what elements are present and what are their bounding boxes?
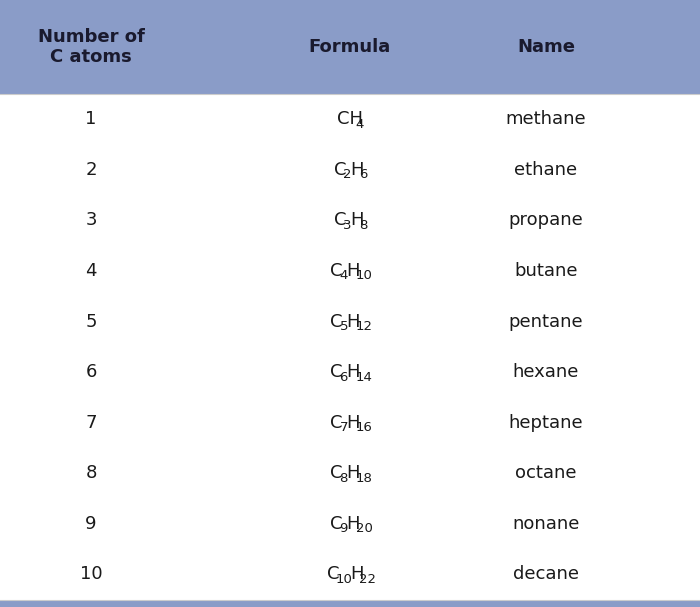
Text: CH: CH bbox=[337, 110, 363, 128]
Text: 20: 20 bbox=[356, 522, 372, 535]
Text: 22: 22 bbox=[359, 573, 376, 586]
Text: 8: 8 bbox=[359, 219, 368, 232]
Text: 18: 18 bbox=[356, 472, 372, 484]
Text: C: C bbox=[327, 566, 340, 583]
Text: 10: 10 bbox=[336, 573, 353, 586]
Text: 10: 10 bbox=[356, 270, 372, 282]
Text: C: C bbox=[330, 414, 343, 432]
Text: 4: 4 bbox=[340, 270, 348, 282]
Text: 3: 3 bbox=[343, 219, 351, 232]
Text: 2: 2 bbox=[85, 161, 97, 179]
Text: H: H bbox=[346, 414, 360, 432]
Text: hexane: hexane bbox=[513, 363, 579, 381]
Text: 8: 8 bbox=[340, 472, 348, 484]
Text: C: C bbox=[330, 464, 343, 483]
Text: 12: 12 bbox=[356, 320, 372, 333]
Text: H: H bbox=[346, 313, 360, 331]
Text: 5: 5 bbox=[85, 313, 97, 331]
Text: H: H bbox=[350, 566, 363, 583]
Text: 7: 7 bbox=[340, 421, 348, 434]
Text: butane: butane bbox=[514, 262, 578, 280]
Text: 4: 4 bbox=[356, 118, 364, 131]
Text: Formula: Formula bbox=[309, 38, 391, 56]
Text: 1: 1 bbox=[85, 110, 97, 128]
Text: 2: 2 bbox=[343, 168, 351, 181]
Text: H: H bbox=[350, 211, 363, 229]
Text: H: H bbox=[346, 363, 360, 381]
Text: 9: 9 bbox=[85, 515, 97, 533]
Text: 9: 9 bbox=[340, 522, 348, 535]
Text: 10: 10 bbox=[80, 566, 102, 583]
Text: C: C bbox=[330, 262, 343, 280]
Text: H: H bbox=[350, 161, 363, 179]
Text: octane: octane bbox=[515, 464, 577, 483]
Text: Name: Name bbox=[517, 38, 575, 56]
Text: Number of
C atoms: Number of C atoms bbox=[38, 28, 144, 66]
FancyBboxPatch shape bbox=[0, 600, 700, 607]
Text: decane: decane bbox=[513, 566, 579, 583]
Text: 3: 3 bbox=[85, 211, 97, 229]
Text: propane: propane bbox=[509, 211, 583, 229]
Text: C: C bbox=[330, 363, 343, 381]
Text: C: C bbox=[330, 515, 343, 533]
Text: 6: 6 bbox=[85, 363, 97, 381]
Text: 8: 8 bbox=[85, 464, 97, 483]
FancyBboxPatch shape bbox=[0, 0, 700, 94]
Text: 5: 5 bbox=[340, 320, 348, 333]
Text: pentane: pentane bbox=[509, 313, 583, 331]
Text: 14: 14 bbox=[356, 370, 372, 384]
Text: C: C bbox=[334, 161, 346, 179]
Text: C: C bbox=[330, 313, 343, 331]
Text: nonane: nonane bbox=[512, 515, 580, 533]
Text: H: H bbox=[346, 464, 360, 483]
Text: H: H bbox=[346, 515, 360, 533]
Text: 6: 6 bbox=[359, 168, 368, 181]
Text: 6: 6 bbox=[340, 370, 348, 384]
Text: 7: 7 bbox=[85, 414, 97, 432]
Text: 16: 16 bbox=[356, 421, 372, 434]
Text: C: C bbox=[334, 211, 346, 229]
Text: methane: methane bbox=[505, 110, 587, 128]
Text: 4: 4 bbox=[85, 262, 97, 280]
Text: H: H bbox=[346, 262, 360, 280]
Text: heptane: heptane bbox=[509, 414, 583, 432]
Text: ethane: ethane bbox=[514, 161, 578, 179]
